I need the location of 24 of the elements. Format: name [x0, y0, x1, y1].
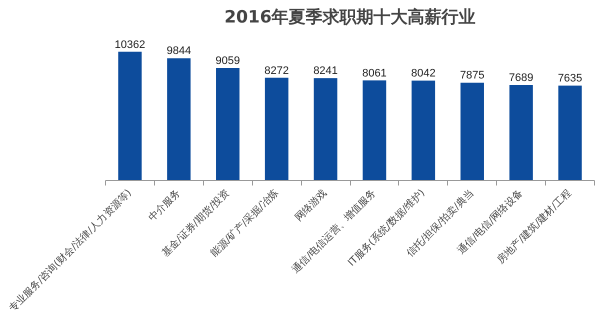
data-label: 7689	[508, 72, 534, 84]
data-label: 7635	[558, 72, 582, 85]
bar	[412, 80, 436, 180]
x-tick-label: 网络游戏	[292, 186, 330, 224]
x-tick-label: 专业服务/咨询(财会/法律/人力资源等)	[6, 186, 134, 314]
data-label: 10362	[114, 38, 146, 51]
bar	[118, 52, 142, 180]
bar	[216, 68, 240, 180]
bar	[460, 82, 484, 180]
bar	[264, 78, 288, 180]
data-label: 8042	[411, 68, 436, 80]
bar	[314, 78, 338, 180]
x-tick-label: 中介服务	[146, 186, 183, 224]
data-label: 8061	[362, 67, 387, 80]
bar	[167, 58, 191, 180]
bar	[362, 80, 386, 180]
data-label: 7875	[460, 70, 484, 82]
bar	[509, 85, 533, 180]
data-label: 9059	[216, 54, 240, 67]
data-label: 8272	[264, 64, 289, 77]
bar	[558, 86, 582, 180]
data-label: 9844	[166, 45, 192, 58]
data-label: 8241	[313, 65, 338, 78]
chart-title: 2016年夏季求职期十大高薪行业	[224, 8, 476, 28]
